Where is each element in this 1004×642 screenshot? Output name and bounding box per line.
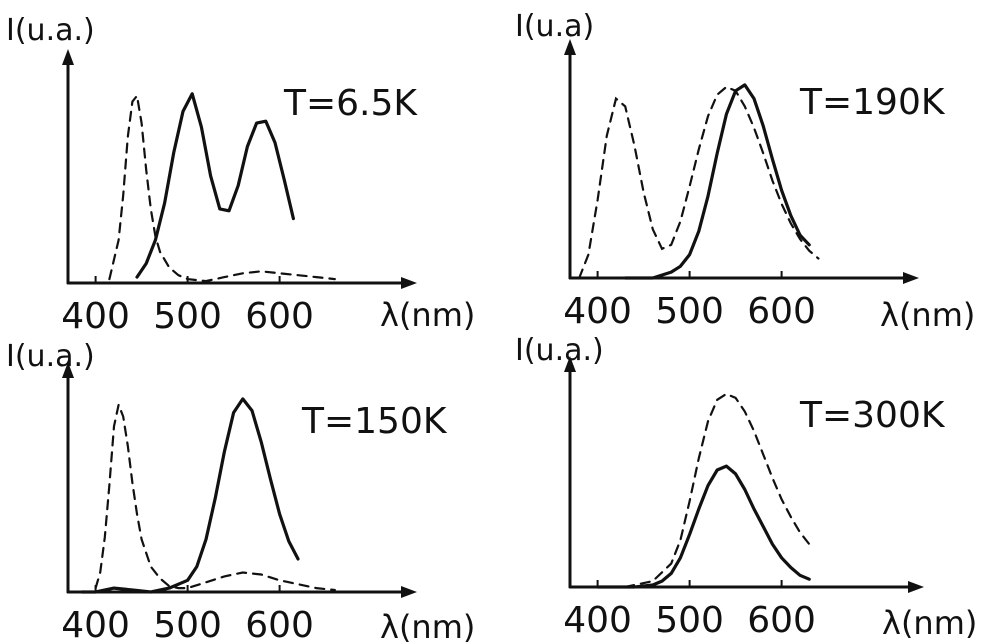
panel-300K: I(u.a.) T=300K λ(nm) 400 500 600	[515, 333, 977, 642]
dashed-spectrum-line	[624, 392, 811, 589]
x-tick-label: 400	[563, 291, 632, 332]
y-axis-label: I(u.a)	[515, 9, 594, 44]
x-tick-label: 600	[245, 296, 314, 337]
x-tick-label: 600	[245, 605, 314, 642]
solid-spectrum-line	[595, 464, 811, 589]
y-axis-label: I(u.a.)	[515, 333, 604, 368]
x-axis-label: λ(nm)	[380, 296, 475, 334]
x-tick-label: 600	[747, 291, 816, 332]
x-tick-label: 400	[61, 605, 130, 642]
dashed-spectrum-line	[578, 85, 820, 280]
panel-150K: I(u.a.) T=150K λ(nm) 400 500 600	[6, 339, 475, 642]
y-axis-arrow	[564, 356, 576, 372]
panel-190K: I(u.a) T=190K λ(nm) 400 500 600	[515, 9, 975, 334]
x-tick-label: 400	[61, 296, 130, 337]
temperature-label: T=6.5K	[283, 83, 418, 124]
solid-spectrum-line	[135, 92, 295, 279]
temperature-label: T=190K	[799, 82, 946, 123]
y-axis-arrow	[564, 39, 576, 55]
x-axis-arrow	[401, 277, 417, 289]
temperature-label: T=300K	[799, 395, 946, 436]
x-tick-label: 400	[563, 600, 632, 641]
x-tick-label: 500	[153, 605, 222, 642]
x-axis-label: λ(nm)	[380, 608, 475, 642]
x-axis-label: λ(nm)	[880, 296, 975, 334]
solid-spectrum-line	[80, 397, 300, 594]
x-tick-label: 500	[655, 600, 724, 641]
panel-6-5K: I(u.a.) T=6.5K λ(nm) 400 500 600	[6, 13, 475, 337]
y-axis-label: I(u.a.)	[6, 13, 95, 48]
x-axis-arrow	[903, 272, 919, 284]
x-tick-label: 600	[747, 600, 816, 641]
y-axis-arrow	[62, 49, 74, 65]
x-tick-label: 500	[655, 291, 724, 332]
x-tick-label: 500	[153, 296, 222, 337]
x-axis-label: λ(nm)	[882, 604, 977, 642]
solid-spectrum-line	[623, 83, 811, 280]
dashed-spectrum-line	[108, 93, 336, 283]
y-axis-arrow	[62, 362, 74, 378]
y-axis-label: I(u.a.)	[6, 339, 95, 374]
x-axis-arrow	[401, 586, 417, 598]
temperature-label: T=150K	[301, 401, 448, 442]
dashed-spectrum-line	[94, 401, 336, 592]
x-axis-arrow	[908, 581, 924, 593]
